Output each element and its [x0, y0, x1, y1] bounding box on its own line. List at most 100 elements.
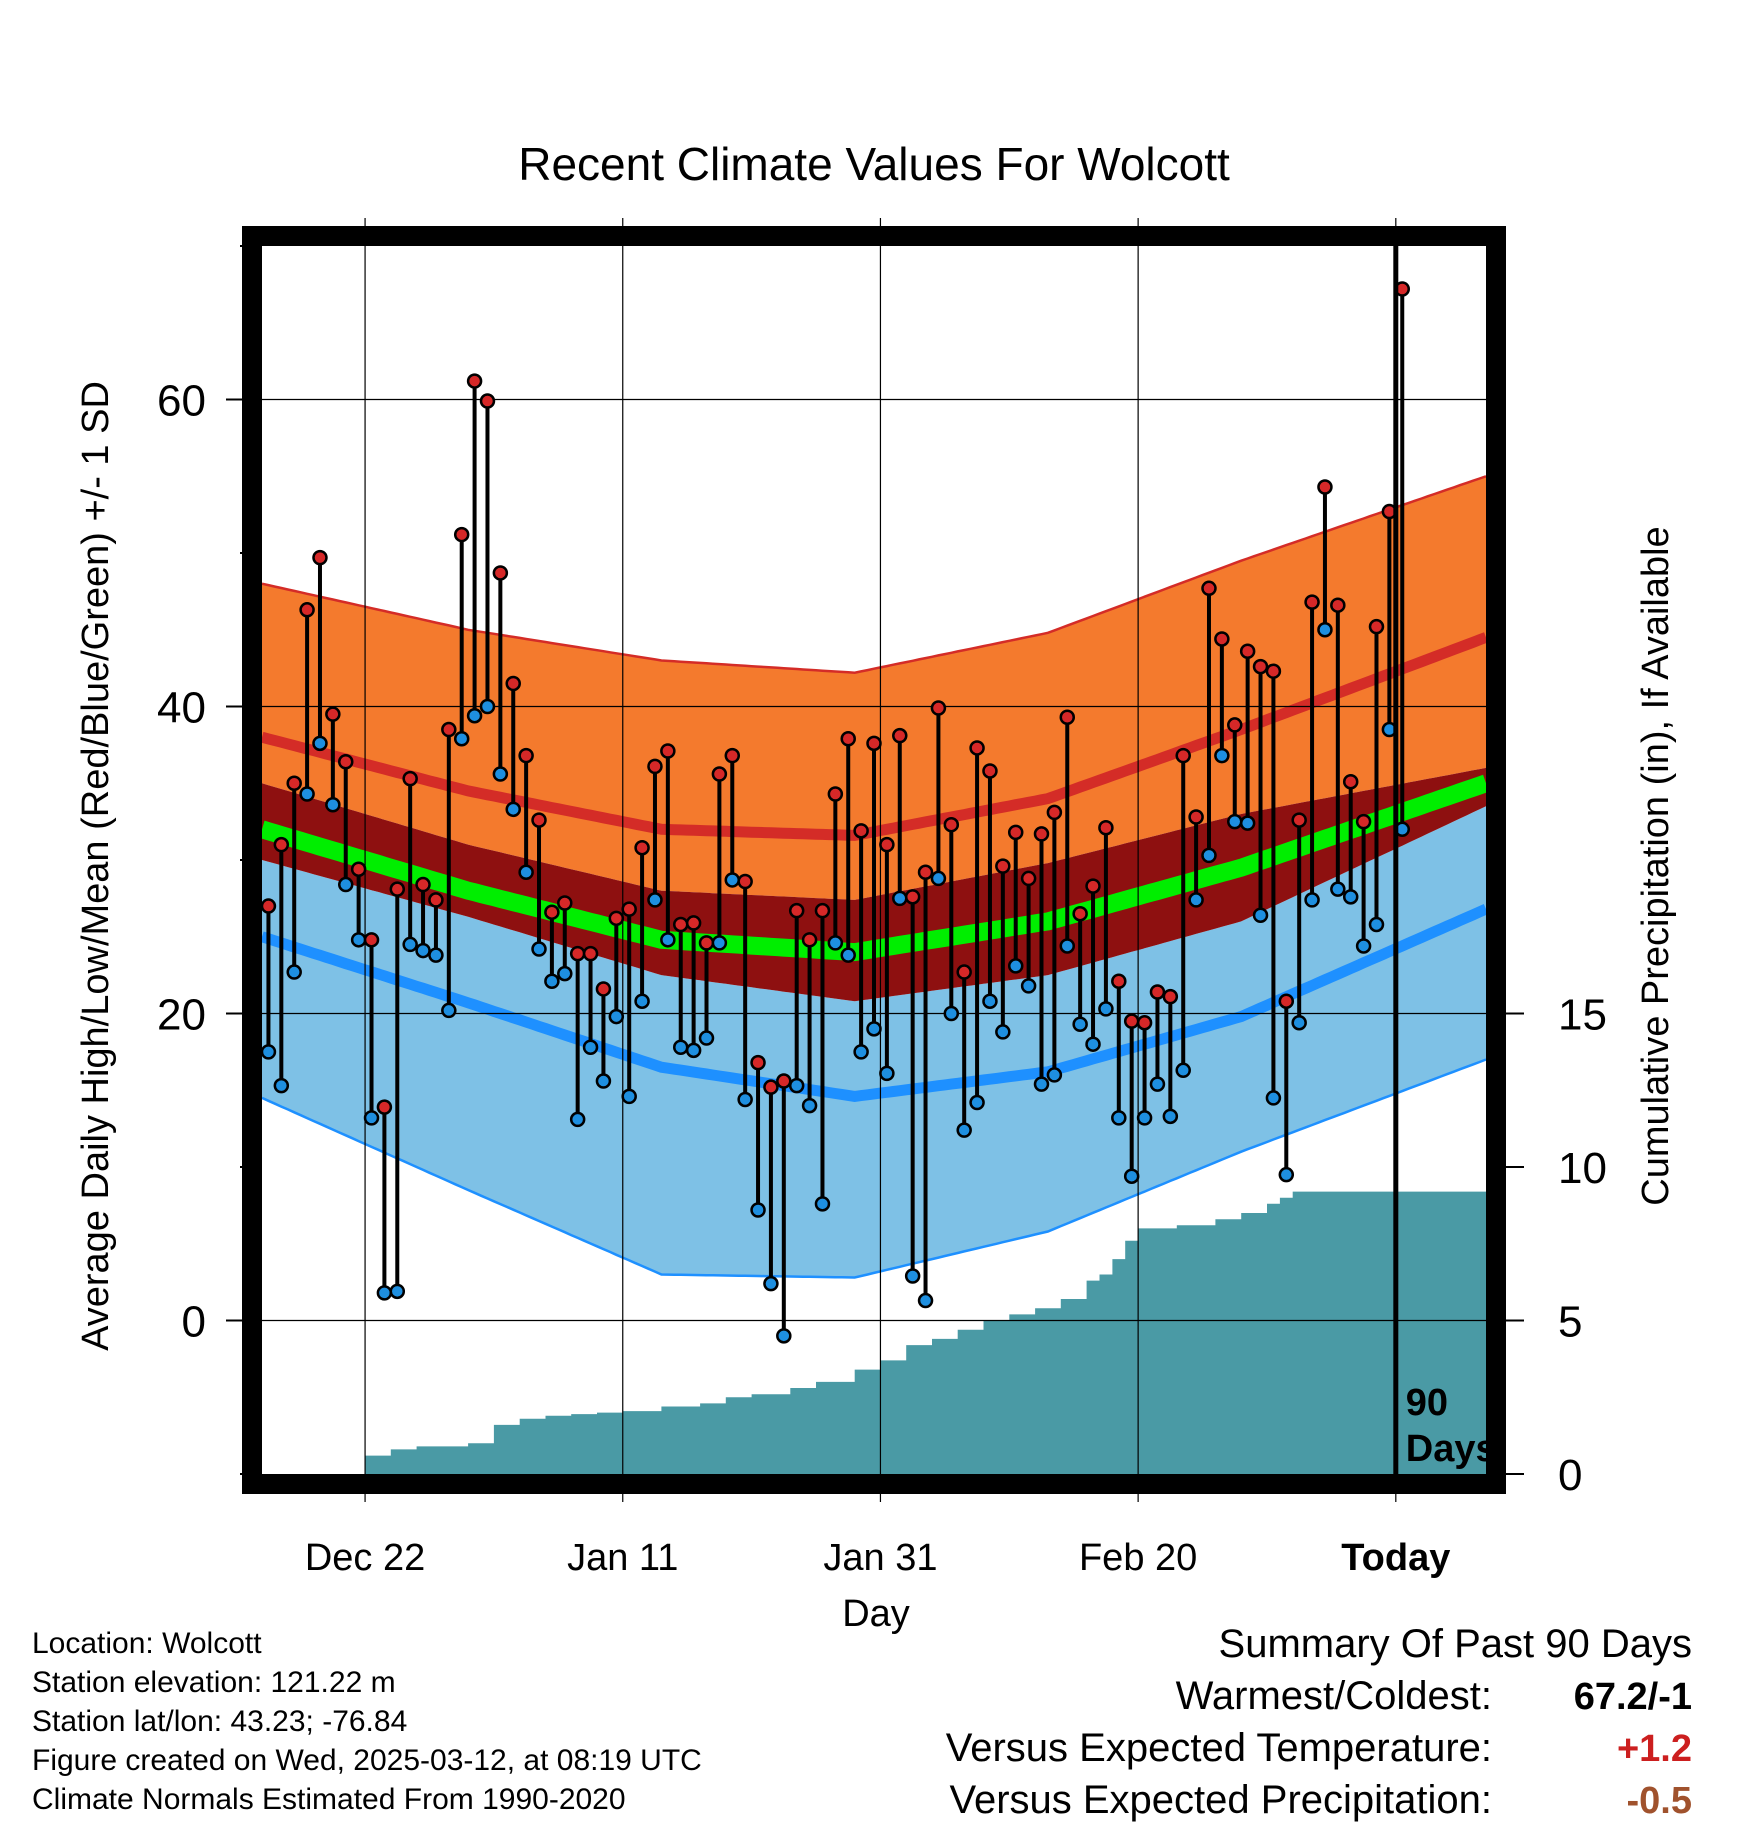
daily-low-point: [1149, 1076, 1166, 1092]
daily-low-point: [1136, 1110, 1153, 1126]
daily-high-point: [286, 775, 302, 791]
daily-low-point: [1111, 1110, 1127, 1126]
daily-high-point: [350, 861, 367, 877]
daily-high-point: [1330, 597, 1346, 613]
daily-low-point: [1214, 747, 1230, 764]
daily-high-point: [1123, 1013, 1140, 1029]
daily-low-point: [544, 973, 560, 990]
daily-high-point: [788, 902, 805, 919]
daily-low-point: [647, 892, 663, 908]
daily-high-point: [1368, 618, 1385, 635]
y-tick-label: 0: [182, 1298, 206, 1347]
daily-high-point: [608, 910, 625, 927]
daily-low-point: [402, 936, 418, 953]
daily-high-point: [660, 743, 676, 759]
daily-high-point: [698, 935, 715, 951]
daily-low-point: [788, 1077, 805, 1094]
daily-low-point: [724, 872, 741, 888]
daily-high-point: [621, 901, 637, 917]
mean-sd-band: [262, 767, 1486, 1002]
daily-low-point: [1007, 958, 1024, 974]
daily-high-point: [814, 902, 831, 919]
station-info: Location: Wolcott Station elevation: 121…: [32, 1624, 702, 1819]
summary-title-row: Summary Of Past 90 Days: [946, 1622, 1692, 1674]
daily-high-point: [492, 565, 509, 581]
daily-high-point: [943, 816, 960, 833]
daily-high-point: [827, 786, 844, 802]
x-tick-label: Jan 11: [567, 1537, 678, 1579]
daily-high-point: [325, 706, 341, 722]
daily-low-point: [1239, 815, 1256, 831]
daily-low-point: [904, 1268, 921, 1284]
daily-high-point: [389, 881, 406, 897]
daily-low-point: [582, 1039, 599, 1056]
precip-value: -0.5: [1626, 1780, 1692, 1822]
daily-high-point: [750, 1054, 766, 1071]
daily-low-point: [853, 1044, 869, 1060]
daily-low-point: [1059, 938, 1076, 954]
daily-high-point: [879, 836, 895, 853]
daily-high-point: [453, 526, 470, 543]
daily-low-point: [892, 890, 908, 907]
daily-high-point: [1111, 973, 1127, 990]
daily-high-point: [312, 549, 328, 566]
daily-high-point: [1239, 643, 1256, 659]
high-upper-edge: [261, 475, 1487, 674]
daily-low-point: [621, 1088, 637, 1105]
daily-low-point: [917, 1292, 934, 1309]
daily-low-point: [260, 1044, 277, 1060]
latlon-text: Station lat/lon: 43.23; -76.84: [32, 1705, 408, 1738]
daily-high-point: [917, 864, 934, 881]
daily-high-point: [1278, 993, 1295, 1009]
daily-high-point: [982, 763, 998, 779]
daily-high-point: [1201, 580, 1217, 597]
daily-high-point: [711, 766, 728, 782]
y-tick-label: 60: [157, 377, 206, 426]
daily-high-point: [260, 898, 277, 914]
daily-high-point: [647, 758, 663, 775]
daily-low-point: [866, 1021, 882, 1037]
low-sd-band: [262, 806, 1486, 1278]
daily-high-point: [1085, 878, 1101, 894]
daily-high-point: [866, 735, 882, 752]
daily-low-point: [453, 730, 470, 747]
daily-low-point: [814, 1196, 831, 1212]
today-marker-label: 90: [1406, 1382, 1448, 1424]
daily-high-point: [466, 373, 483, 389]
chart-title: Recent Climate Values For Wolcott: [518, 138, 1230, 190]
daily-high-point: [776, 1073, 792, 1089]
daily-low-point: [1278, 1166, 1295, 1183]
x-tick-label: Today: [1341, 1537, 1450, 1579]
daily-low-point: [312, 735, 328, 752]
today-marker-label: Days: [1406, 1428, 1497, 1470]
daily-high-point: [273, 836, 290, 853]
daily-high-point: [505, 675, 521, 692]
daily-low-point: [376, 1285, 393, 1301]
low-lower-edge: [261, 1058, 1487, 1279]
daily-high-point: [1355, 813, 1372, 830]
x-axis-label: Day: [842, 1593, 910, 1635]
daily-low-point: [492, 766, 509, 782]
daily-high-point: [441, 721, 457, 738]
created-text: Figure created on Wed, 2025-03-12, at 08…: [32, 1744, 702, 1777]
temp-value: +1.2: [1616, 1728, 1692, 1770]
daily-low-point: [1033, 1076, 1050, 1092]
temp-label: Versus Expected Temperature:: [945, 1726, 1492, 1770]
daily-high-point: [1227, 717, 1243, 733]
daily-high-point: [1098, 820, 1114, 836]
daily-high-point: [569, 945, 586, 962]
daily-high-point: [299, 602, 315, 618]
daily-high-point: [1020, 870, 1037, 887]
y-axis-label: Average Daily High/Low/Mean (Red/Blue/Gr…: [75, 381, 117, 1351]
daily-low-point: [685, 1042, 702, 1059]
daily-high-point: [737, 873, 753, 890]
daily-low-point: [325, 796, 341, 813]
daily-high-point: [840, 730, 856, 747]
daily-low-point: [1342, 889, 1359, 905]
daily-high-point: [1059, 709, 1076, 725]
daily-high-point: [595, 981, 612, 997]
daily-low-point: [1368, 916, 1385, 933]
daily-high-point: [1162, 988, 1179, 1005]
